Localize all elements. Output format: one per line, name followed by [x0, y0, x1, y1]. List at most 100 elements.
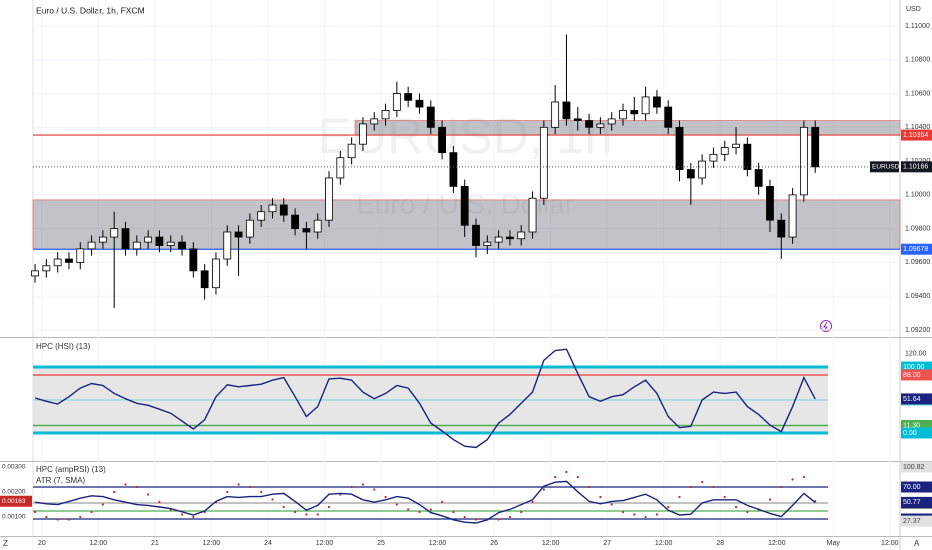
level-label-bg: [901, 129, 932, 141]
candle-body: [664, 106, 673, 128]
atr-dot: [587, 485, 591, 489]
atr-dot: [678, 495, 681, 499]
candle-body: [42, 265, 51, 272]
atr-dot: [113, 490, 116, 494]
candle-body: [585, 120, 593, 128]
level-label: 88.00: [903, 372, 921, 379]
y-tick-label: 120.00: [905, 351, 927, 358]
atr-dot: [610, 503, 613, 506]
atr-dot: [350, 485, 353, 489]
candle-body: [494, 236, 503, 243]
candle-body: [709, 153, 718, 162]
candle-body: [144, 236, 153, 243]
x-tick-label: 26: [490, 540, 498, 547]
atr-dot: [282, 505, 285, 509]
atr-dot: [429, 508, 432, 511]
last-value-label-bg: [901, 393, 932, 405]
candle-body: [31, 270, 39, 277]
atr-dot: [440, 500, 444, 504]
level-label-bg: [901, 369, 932, 381]
candle-body: [449, 152, 458, 187]
candle-body: [189, 248, 198, 272]
alert-icon-ring[interactable]: [820, 320, 832, 332]
y-tick-label: 0.00300: [2, 464, 26, 471]
y-tick-label: 1.10800: [905, 57, 930, 64]
atr-dot: [712, 485, 715, 489]
candle-body: [347, 143, 356, 159]
legend-entry: ATR (7, SMA): [36, 476, 86, 485]
atr-dot: [361, 483, 365, 486]
level-label: 0.00: [903, 430, 917, 437]
alert-icon[interactable]: [820, 320, 832, 332]
corner-label: Z: [3, 539, 8, 548]
atr-dot: [621, 510, 625, 514]
candle-body: [87, 241, 96, 250]
atr-dot: [701, 480, 704, 484]
y-tick-label: 1.09800: [905, 225, 930, 232]
y-tick-label: 1.10400: [905, 124, 930, 131]
atr-dot: [147, 493, 150, 496]
atr-dot: [305, 513, 308, 516]
level-label: 70.00: [903, 484, 921, 491]
atr-dot: [768, 498, 772, 501]
y-tick-label: 0.00200: [2, 489, 26, 496]
last-value-label-bg: [0, 495, 32, 507]
atr-dot: [192, 515, 195, 519]
candle-body: [517, 231, 526, 240]
candle-body: [313, 219, 322, 233]
candle-body: [573, 118, 582, 121]
atr-dot: [667, 505, 670, 509]
marker-label-bg: [901, 515, 932, 527]
atr-dot: [294, 510, 297, 514]
candle-body: [325, 177, 333, 221]
atr-dot: [655, 513, 659, 516]
candle-body: [562, 101, 571, 120]
atr-dot: [452, 510, 455, 514]
atr-dot: [124, 483, 127, 486]
level-label: 100.00: [903, 364, 925, 371]
candle-body: [155, 236, 164, 246]
level-label-bg: [901, 427, 932, 439]
level-label-bg: [901, 243, 932, 255]
level-label-bg: [901, 481, 932, 493]
candle-body: [766, 186, 774, 221]
candle-body: [178, 241, 186, 250]
atr-dot: [791, 478, 794, 481]
level-label: 11.30: [903, 422, 920, 429]
x-tick-label: 12:00: [542, 540, 560, 547]
candle-body: [234, 231, 243, 238]
alert-icon-bolt[interactable]: [823, 321, 828, 331]
candle-body: [539, 126, 548, 199]
marker-label: 27.37: [903, 518, 921, 525]
atr-dot: [90, 510, 93, 514]
candle-body: [483, 241, 492, 246]
y-tick-label: 1.10600: [905, 90, 930, 97]
symbol-label: EURUSD: [872, 164, 900, 171]
candle-body: [212, 258, 220, 289]
candle-body: [76, 248, 85, 263]
atr-dot: [67, 518, 71, 521]
symbol-label-bg: [870, 161, 899, 173]
candle-body: [777, 219, 786, 238]
atr-dot: [565, 470, 568, 474]
atr-dot: [734, 505, 738, 509]
atr-dot: [508, 515, 512, 519]
atr-dot: [237, 483, 240, 486]
atr-dot: [644, 515, 647, 519]
corner-label: A: [914, 539, 920, 548]
y-tick-label: 1.10000: [905, 192, 930, 199]
candle-body: [257, 211, 266, 221]
candle-body: [472, 224, 480, 246]
candle-body: [381, 110, 390, 120]
atr-dot: [407, 508, 410, 511]
atr-dot: [599, 495, 602, 499]
x-tick-label: 12:00: [203, 540, 221, 547]
candle-body: [743, 143, 752, 170]
x-tick-label: 25: [377, 540, 385, 547]
candle-body: [302, 228, 311, 233]
atr-dot: [463, 515, 466, 519]
y-tick-label: 0.00100: [2, 514, 26, 521]
atr-dot: [327, 505, 331, 509]
